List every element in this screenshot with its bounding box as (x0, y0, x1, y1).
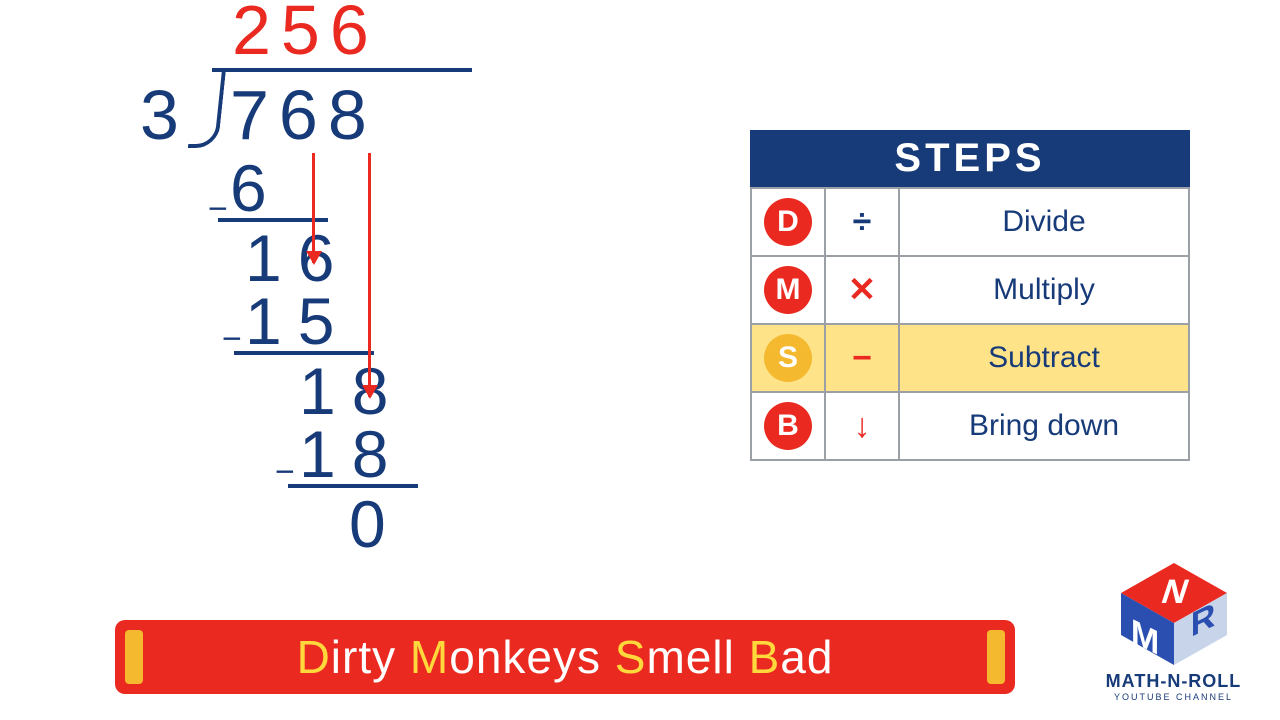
step-letter: M (764, 266, 812, 314)
drop-arrow-icon (312, 153, 315, 263)
steps-table: D ÷ Divide M ✕ Multiply S − Subtract B ↓… (750, 187, 1190, 461)
work-line-6: 0 (349, 491, 402, 557)
work-line-3: 15 (245, 288, 350, 354)
divide-icon: ÷ (853, 203, 872, 241)
step-letter: D (764, 198, 812, 246)
step-row-bringdown: B ↓ Bring down (751, 392, 1189, 460)
work-line-5: 18 (299, 421, 404, 487)
multiply-icon: ✕ (848, 271, 877, 309)
mnemonic-bar: Dirty Monkeys Smell Bad (115, 620, 1015, 694)
mnemonic-rest: ad (780, 630, 833, 684)
logo-title: MATH-N-ROLL (1091, 671, 1256, 692)
division-bracket (188, 68, 226, 148)
step-label: Subtract (899, 324, 1189, 392)
divisor: 3 (140, 80, 189, 150)
mnemonic-rest: irty (331, 630, 396, 684)
mnemonic-letter: B (749, 630, 781, 684)
mnemonic-letter: D (297, 630, 331, 684)
step-label: Bring down (899, 392, 1189, 460)
mnemonic-letter: S (615, 630, 647, 684)
logo-cube-icon: N M R (1109, 559, 1239, 669)
logo-subtitle: YOUTUBE CHANNEL (1091, 692, 1256, 702)
step-row-multiply: M ✕ Multiply (751, 256, 1189, 324)
work-line-2: 16 (245, 225, 350, 291)
quotient: 256 (232, 0, 379, 65)
steps-panel: STEPS D ÷ Divide M ✕ Multiply S − Subtra… (750, 130, 1190, 461)
steps-title: STEPS (750, 130, 1190, 187)
step-label: Multiply (899, 256, 1189, 324)
work-line-4: 18 (299, 358, 404, 424)
minus-sign: − (208, 190, 228, 229)
step-letter: B (764, 402, 812, 450)
division-bar (212, 68, 472, 72)
step-row-subtract: S − Subtract (751, 324, 1189, 392)
step-row-divide: D ÷ Divide (751, 188, 1189, 256)
drop-arrow-icon (368, 153, 371, 397)
mnemonic-rest: mell (646, 630, 734, 684)
subtract-icon: − (852, 339, 872, 377)
mnemonic-text: Dirty Monkeys Smell Bad (115, 620, 1015, 694)
mnemonic-letter: M (410, 630, 449, 684)
step-label: Divide (899, 188, 1189, 256)
arrow-down-icon: ↓ (854, 407, 871, 445)
dividend: 768 (230, 80, 377, 150)
work-line-1: 6 (230, 155, 283, 221)
step-letter: S (764, 334, 812, 382)
mnemonic-rest: onkeys (449, 630, 601, 684)
logo: N M R MATH-N-ROLL YOUTUBE CHANNEL (1091, 559, 1256, 702)
